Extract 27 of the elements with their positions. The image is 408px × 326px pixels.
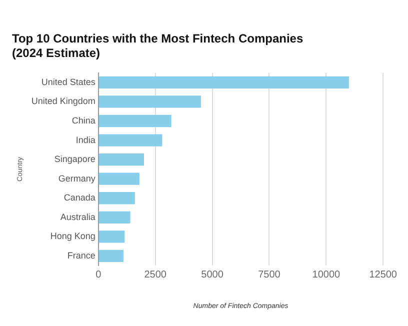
x-tick-label: 12500 [369,269,398,280]
bar [98,250,124,262]
bar [98,114,172,128]
y-tick-label: United Kingdom [31,96,96,106]
x-tick-label: 2500 [144,269,167,280]
x-tick-label: 5000 [201,269,224,280]
bar [98,153,144,166]
bar [98,134,162,146]
y-tick-label: Australia [60,212,96,222]
y-tick-label: India [76,134,96,145]
chart-title: Top 10 Countries with the Most Fintech Companies (2024 Estimate) [12,32,304,60]
bar [98,76,349,89]
y-tick-label: Hong Kong [50,231,96,242]
bar [98,230,125,243]
x-tick-label: 10000 [312,269,341,280]
bar [98,96,201,108]
y-tick-label: Canada [64,192,96,203]
y-tick-label: Germany [58,173,96,184]
bar [98,211,130,224]
bar [98,172,140,185]
y-tick-label: Singapore [54,154,96,164]
y-tick-label: France [67,250,96,260]
y-tick-label: China [72,115,96,126]
y-tick-label: United States [41,76,96,87]
x-tick-label: 0 [96,269,102,280]
x-tick-label: 7500 [258,269,281,280]
bar [98,192,135,204]
